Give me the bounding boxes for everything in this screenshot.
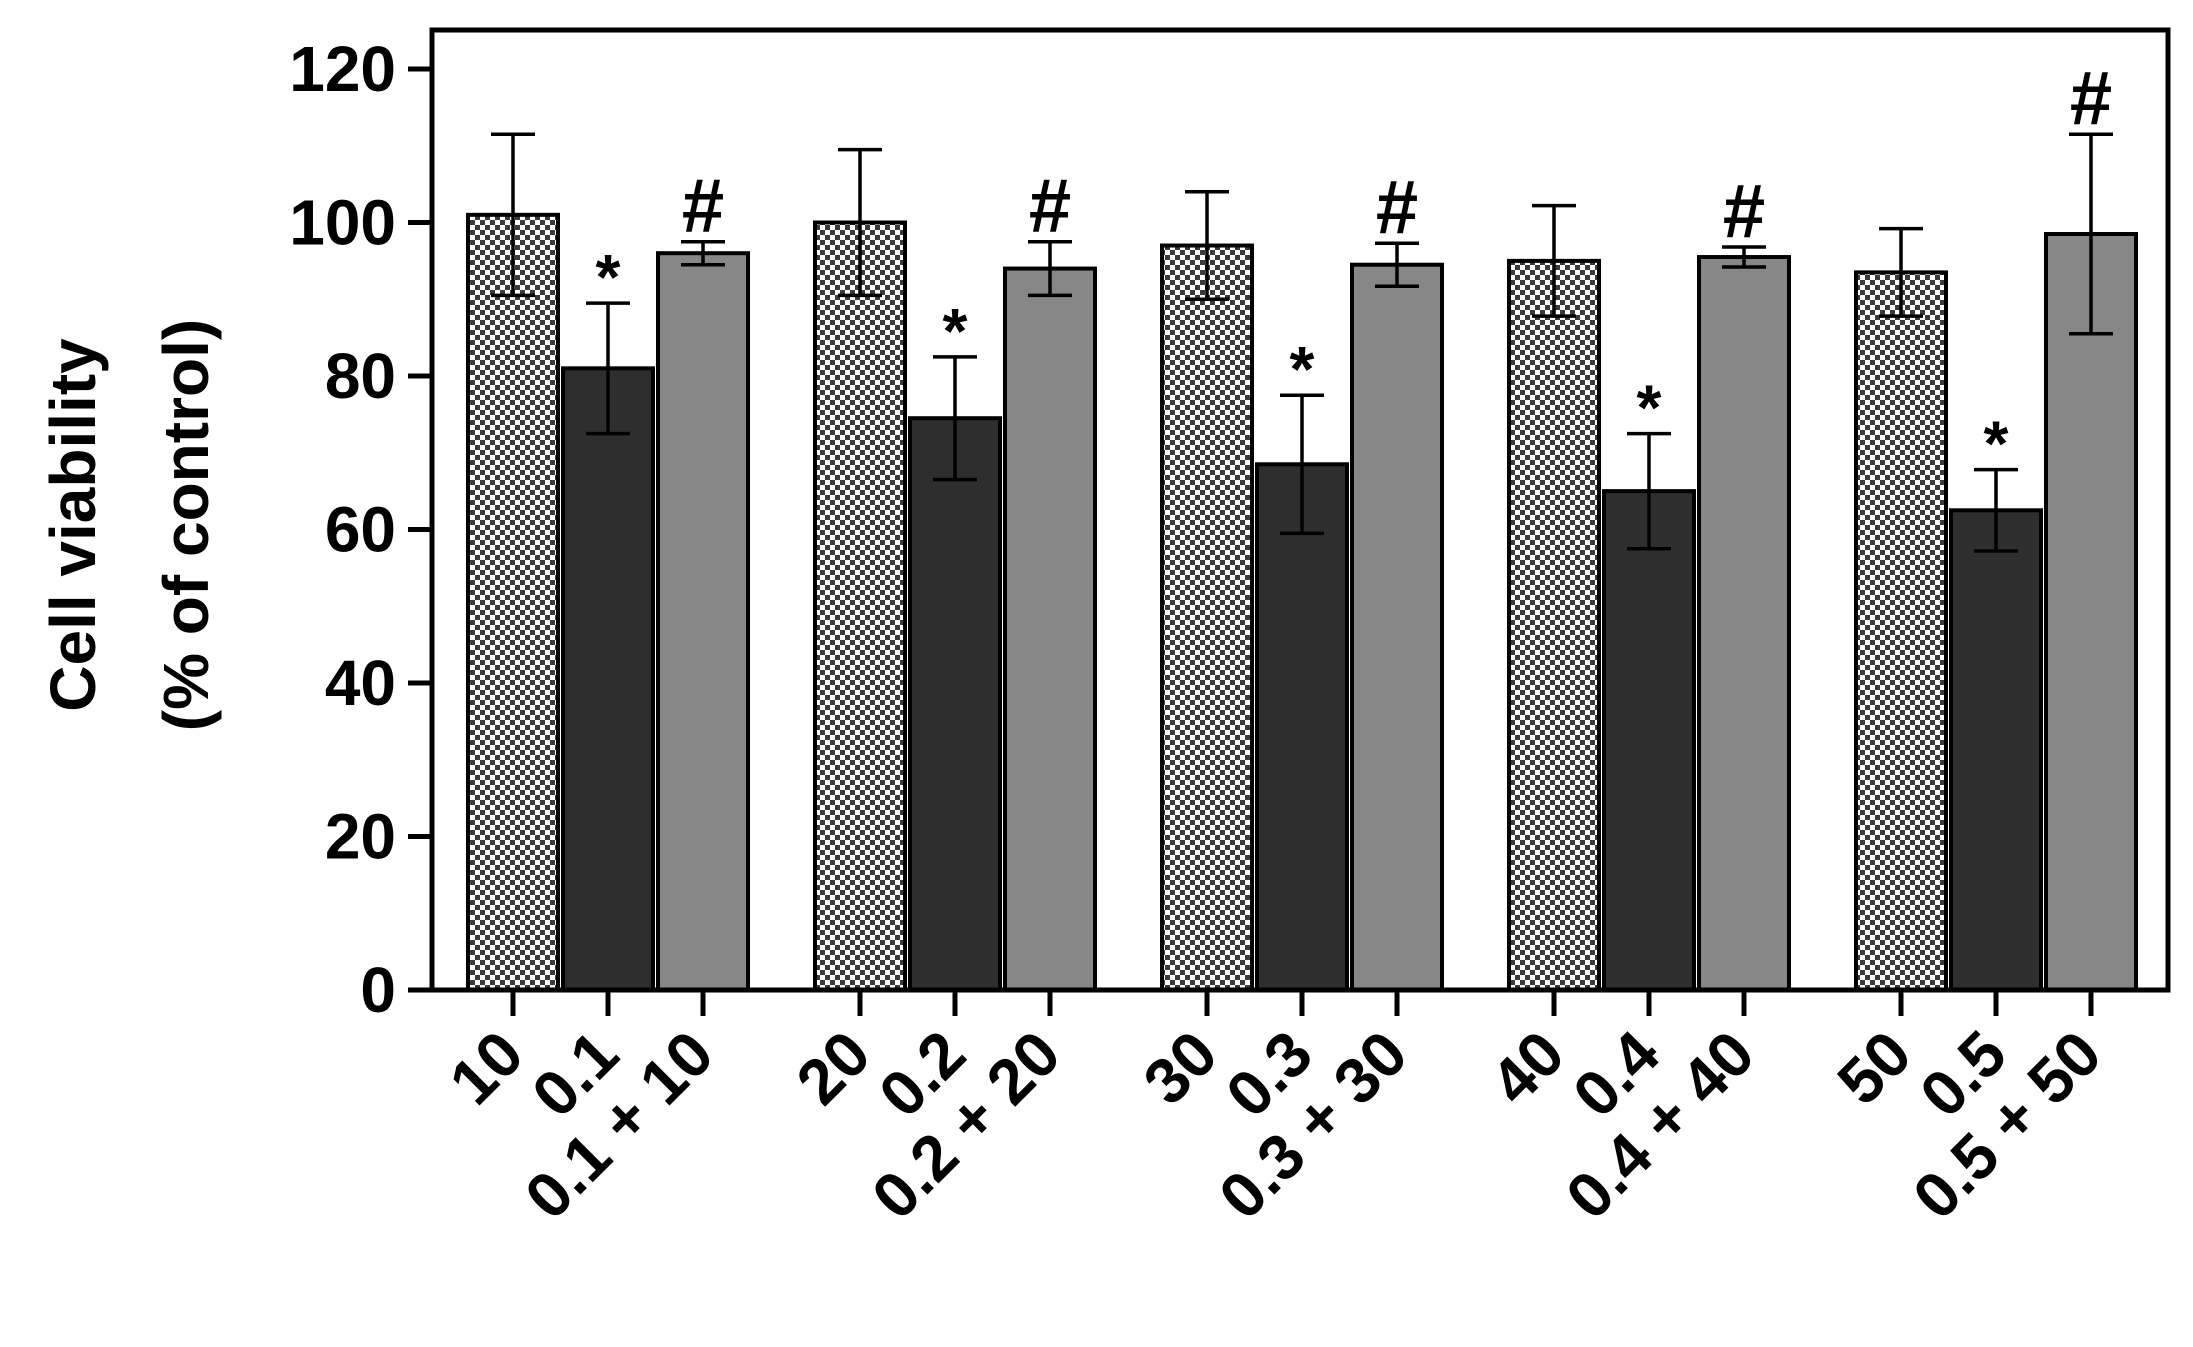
y-axis-title-line-2: (% of control) <box>150 319 222 731</box>
bar-series <box>466 212 2138 993</box>
x-tick-label: 0.4 + 40 <box>1552 1017 1768 1233</box>
y-tick-label: 20 <box>325 801 396 873</box>
bar-single_b <box>1949 508 2043 992</box>
significance-hash: # <box>1723 169 1765 254</box>
bar-single_b <box>561 366 655 992</box>
error-bars <box>491 132 2113 553</box>
significance-star: * <box>943 295 968 367</box>
y-tick-label: 0 <box>360 954 396 1026</box>
bar-combination <box>1697 255 1791 993</box>
x-axis-ticks: 100.10.1 + 10 200.20.2 + 20 300.30.3 + 30 4… <box>436 990 2115 1233</box>
significance-hash: # <box>2070 56 2112 141</box>
x-tick-label: 0.5 + 50 <box>1899 1017 2115 1233</box>
bar-single_b <box>908 416 1002 992</box>
bar-combination <box>2044 232 2138 992</box>
significance-hash: # <box>1029 164 1071 249</box>
x-tick-label: 0.2 + 20 <box>858 1017 1074 1233</box>
bar-single_a <box>813 220 907 992</box>
y-axis-title-line-1: Cell viability <box>37 338 109 712</box>
significance-hash: # <box>682 164 724 249</box>
x-tick-label: 20 <box>783 1017 884 1118</box>
x-tick-label: 30 <box>1130 1017 1231 1118</box>
bar-single_b <box>1255 462 1349 992</box>
significance-star: * <box>1637 372 1662 444</box>
bar-single_a <box>1854 270 1948 992</box>
significance-hash: # <box>1376 165 1418 250</box>
y-axis-ticks: 0 20 40 60 80 100 120 <box>289 33 432 1026</box>
significance-star: * <box>1290 333 1315 405</box>
bar-combination <box>1003 266 1097 992</box>
bar-combination <box>1350 262 1444 992</box>
x-tick-label: 0.1 + 10 <box>511 1017 727 1233</box>
bar-single_a <box>1507 258 1601 992</box>
bar-single_a <box>1160 243 1254 992</box>
y-tick-label: 40 <box>325 647 396 719</box>
x-tick-label: 10 <box>436 1017 537 1118</box>
significance-star: * <box>596 241 621 313</box>
bar-combination <box>656 251 750 992</box>
significance-star: * <box>1984 408 2009 480</box>
bar-single_a <box>466 212 560 992</box>
bar-single_b <box>1602 489 1696 992</box>
x-tick-label: 50 <box>1824 1017 1925 1118</box>
x-tick-label: 0.3 + 30 <box>1205 1017 1421 1233</box>
y-tick-label: 60 <box>325 494 396 566</box>
x-tick-label: 40 <box>1477 1017 1578 1118</box>
y-tick-label: 100 <box>289 187 396 259</box>
significance-markers: * # * # * # * # * # <box>596 56 2113 479</box>
y-axis-title: Cell viability (% of control) <box>37 319 222 731</box>
y-tick-label: 120 <box>289 33 396 105</box>
y-tick-label: 80 <box>325 340 396 412</box>
